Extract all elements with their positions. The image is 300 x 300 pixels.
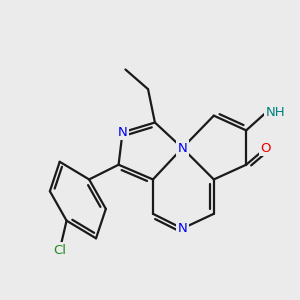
- Text: N: N: [178, 222, 187, 235]
- Text: NH: NH: [266, 106, 285, 119]
- Text: O: O: [261, 142, 271, 154]
- Text: Cl: Cl: [53, 244, 66, 256]
- Text: N: N: [118, 126, 128, 139]
- Text: N: N: [178, 142, 187, 154]
